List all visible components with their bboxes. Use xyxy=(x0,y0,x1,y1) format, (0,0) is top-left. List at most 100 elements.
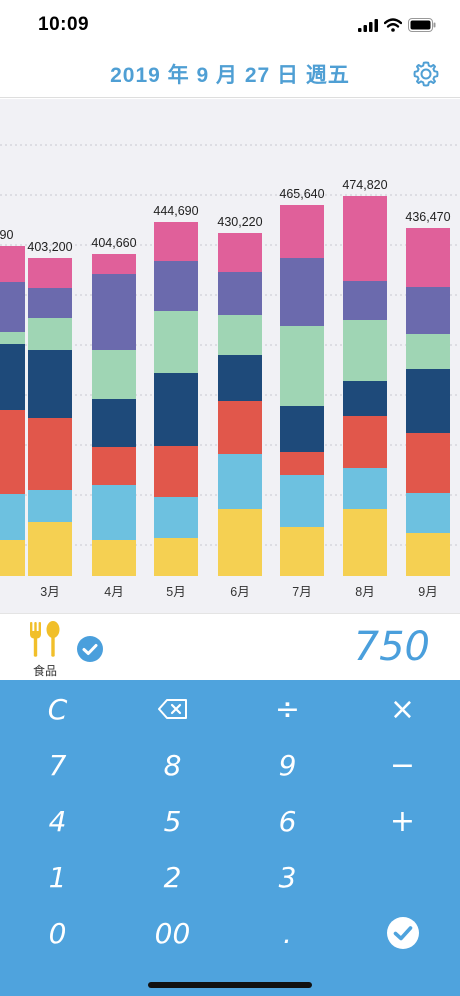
bar-segment xyxy=(28,418,72,490)
backspace-icon xyxy=(157,699,187,719)
bar-segment xyxy=(280,475,324,527)
bar-segment xyxy=(0,410,25,494)
key-9[interactable]: 9 xyxy=(278,748,297,782)
bar-segment xyxy=(218,272,262,315)
bar-segment xyxy=(343,416,387,468)
bar-segment xyxy=(406,369,450,433)
bar-segment xyxy=(92,447,136,485)
battery-icon xyxy=(408,18,436,32)
key-4[interactable]: 4 xyxy=(48,804,67,838)
confirm-category-button[interactable] xyxy=(77,636,103,662)
bar-5月[interactable] xyxy=(154,222,198,576)
status-bar: 10:09 xyxy=(0,0,460,50)
bar-segment xyxy=(28,522,72,576)
bar-segment xyxy=(343,381,387,416)
bar-segment xyxy=(92,540,136,576)
status-time: 10:09 xyxy=(38,14,90,35)
amount-display: 750 xyxy=(353,624,430,670)
home-indicator xyxy=(148,982,312,988)
bar-segment xyxy=(218,401,262,454)
bar-segment xyxy=(154,373,198,446)
status-icons xyxy=(358,16,436,34)
signal-icon xyxy=(358,18,378,32)
bar-segment xyxy=(92,254,136,274)
bar-segment xyxy=(0,540,25,576)
bar-9月[interactable] xyxy=(406,228,450,576)
bar-partial[interactable] xyxy=(0,246,25,576)
key-multiply[interactable]: × xyxy=(389,691,416,727)
bar-segment xyxy=(280,258,324,326)
page-title: 2019 年 9 月 27 日 週五 xyxy=(110,64,350,87)
check-icon xyxy=(386,917,419,949)
bar-4月[interactable] xyxy=(92,254,136,576)
key-confirm[interactable] xyxy=(345,905,460,961)
x-tick-label: 6月 xyxy=(230,585,249,599)
bar-segment xyxy=(218,454,262,509)
key-3[interactable]: 3 xyxy=(278,860,297,894)
chart-canvas: 390 403,200 3月 404,660 4月 444,690 5月 430,220 6月 4… xyxy=(0,144,460,599)
monthly-expense-chart: 390 403,200 3月 404,660 4月 444,690 5月 430,220 6月 4… xyxy=(0,99,460,613)
key-minus[interactable]: − xyxy=(389,747,416,783)
key-1[interactable]: 1 xyxy=(48,860,67,894)
bar-segment xyxy=(154,538,198,576)
check-icon xyxy=(82,644,98,655)
settings-button[interactable] xyxy=(412,60,440,88)
bar-6月[interactable] xyxy=(218,233,262,576)
bar-total-label: 390 xyxy=(0,228,13,242)
bar-segment xyxy=(343,320,387,381)
bar-segment xyxy=(0,282,25,332)
bar-segment xyxy=(92,399,136,447)
key-0[interactable]: 0 xyxy=(48,916,67,950)
header: 2019 年 9 月 27 日 週五 xyxy=(0,50,460,98)
key-5[interactable]: 5 xyxy=(163,804,182,838)
bar-segment xyxy=(0,344,25,410)
bar-7月[interactable] xyxy=(280,205,324,576)
gear-icon xyxy=(413,61,439,87)
bar-total-label: 404,660 xyxy=(91,236,136,250)
key-8[interactable]: 8 xyxy=(163,748,182,782)
key-clear[interactable]: C xyxy=(47,692,68,726)
bar-total-label: 430,220 xyxy=(217,215,262,229)
key-plus[interactable]: + xyxy=(389,803,416,839)
wifi-icon xyxy=(384,18,402,32)
key-6[interactable]: 6 xyxy=(278,804,297,838)
x-tick-label: 9月 xyxy=(418,585,437,599)
bar-segment xyxy=(92,350,136,399)
bar-segment xyxy=(343,281,387,320)
bar-segment xyxy=(28,318,72,350)
category-label: 食品 xyxy=(32,664,57,678)
bar-3月[interactable] xyxy=(28,258,72,576)
keypad: C ÷ × 7 8 9−4 5 6 +1 2 3 0 00. xyxy=(0,680,460,996)
fork-spoon-icon xyxy=(30,621,60,657)
bar-segment xyxy=(154,311,198,373)
bar-segment xyxy=(154,261,198,311)
bar-segment xyxy=(280,527,324,576)
bar-segment xyxy=(218,315,262,355)
bar-total-label: 436,470 xyxy=(405,210,450,224)
key-backspace[interactable] xyxy=(115,681,230,737)
key-divide[interactable]: ÷ xyxy=(274,691,301,727)
x-tick-label: 5月 xyxy=(166,585,185,599)
bar-segment xyxy=(406,334,450,369)
x-tick-label: 3月 xyxy=(40,585,59,599)
category-button[interactable] xyxy=(28,620,62,658)
bar-segment xyxy=(343,468,387,509)
bar-segment xyxy=(280,452,324,475)
bar-segment xyxy=(406,287,450,334)
key-decimal[interactable]: . xyxy=(283,916,292,950)
bar-segment xyxy=(28,490,72,522)
bar-total-label: 465,640 xyxy=(279,187,324,201)
bar-total-label: 403,200 xyxy=(27,240,72,254)
bar-segment xyxy=(406,493,450,533)
entry-row: 食品 750 xyxy=(0,613,460,680)
bar-total-label: 444,690 xyxy=(153,204,198,218)
bar-8月[interactable] xyxy=(343,196,387,576)
bar-segment xyxy=(406,228,450,287)
bar-segment xyxy=(154,497,198,538)
bar-segment xyxy=(218,509,262,576)
key-empty xyxy=(345,849,460,905)
key-2[interactable]: 2 xyxy=(163,860,182,894)
key-7[interactable]: 7 xyxy=(48,748,67,782)
bar-segment xyxy=(154,446,198,497)
key-double-zero[interactable]: 00 xyxy=(154,916,191,950)
